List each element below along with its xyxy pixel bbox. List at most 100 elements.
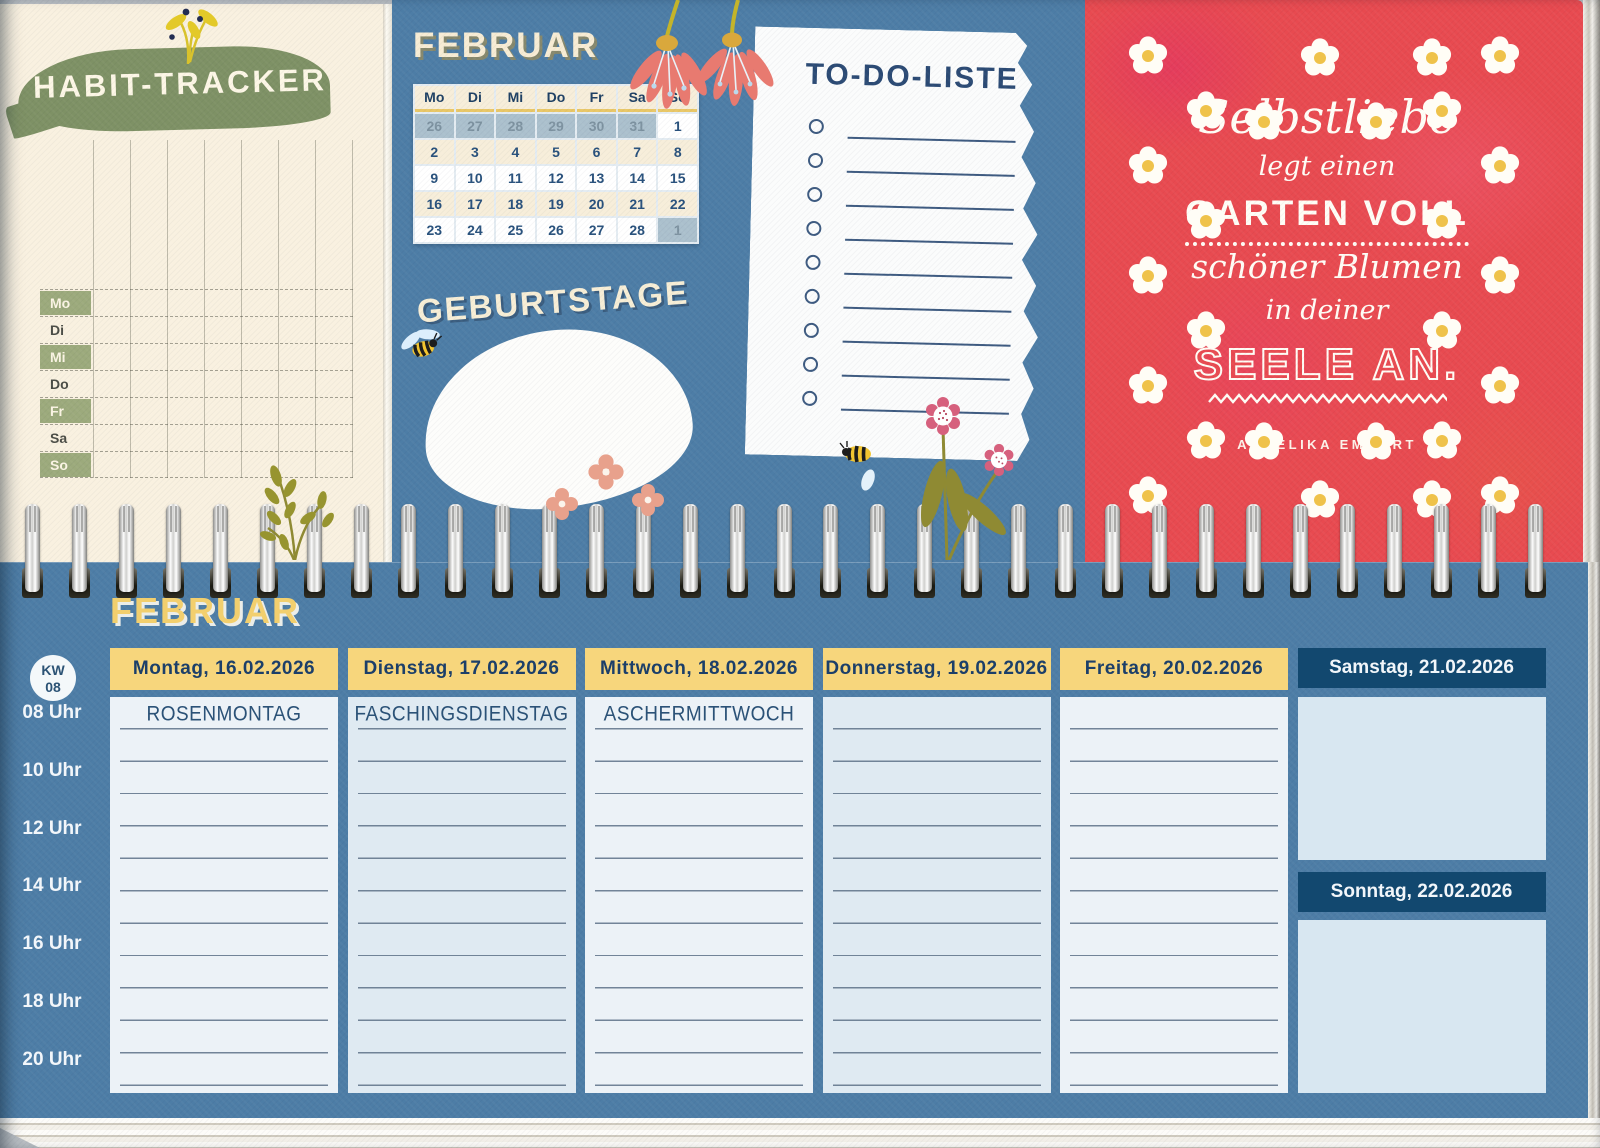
day-write-lines — [120, 697, 328, 1093]
binding-loop — [585, 504, 607, 600]
time-label: 20 Uhr — [22, 1048, 82, 1070]
binding-wire — [588, 504, 604, 592]
binding-loop — [1102, 504, 1124, 600]
time-label: 14 Uhr — [22, 875, 82, 897]
binding-wire — [1387, 504, 1403, 592]
daisy-icon — [1186, 421, 1226, 459]
weekend-header-sunday: Sonntag, 22.02.2026 — [1297, 872, 1546, 912]
day-write-lines — [832, 697, 1041, 1093]
mini-calendar-day: 6 — [577, 140, 616, 164]
todo-bullet-circle — [806, 221, 821, 236]
daisy-icon — [1480, 256, 1520, 294]
mini-calendar-day: 4 — [496, 140, 535, 164]
page-edge — [1583, 0, 1600, 562]
daisy-icon — [1128, 146, 1168, 184]
daisy-icon — [1128, 36, 1168, 74]
mini-calendar-day: 17 — [455, 192, 495, 216]
binding-loop — [1478, 504, 1500, 600]
habit-day-label: Do — [50, 376, 69, 392]
binding-loop — [162, 504, 184, 600]
mini-calendar-day: 5 — [536, 140, 576, 164]
quote-line: schöner Blumen — [1191, 246, 1463, 286]
mini-calendar-day: 7 — [617, 140, 657, 164]
binding-wire — [494, 504, 510, 592]
daisy-icon — [1128, 256, 1168, 294]
daisy-icon — [1186, 91, 1226, 129]
binding-wire — [1058, 504, 1074, 592]
day-column-header: Donnerstag, 19.02.2026 — [822, 648, 1051, 690]
binding-wire — [353, 504, 369, 592]
quote-line: legt einen — [1258, 150, 1396, 182]
habit-day-label: So — [40, 453, 91, 477]
day-column-header: Freitag, 20.02.2026 — [1060, 648, 1288, 690]
hanging-flowers-icon — [630, 0, 774, 109]
quote-underline — [1172, 392, 1482, 411]
weekend-header-saturday: Samstag, 21.02.2026 — [1297, 648, 1546, 688]
day-column-body: ROSENMONTAG — [110, 697, 338, 1093]
quote-text: Selbstliebe legt einen GARTEN VOLL schöner … — [1172, 92, 1482, 452]
binding-wire — [25, 504, 40, 592]
quote-line-dotted: GARTEN VOLL — [1185, 194, 1469, 246]
binding-wire — [1340, 504, 1356, 592]
todo-bullet-circle — [803, 357, 818, 372]
binding-loop — [1008, 504, 1030, 600]
bee-icon — [401, 329, 443, 358]
todo-row — [809, 106, 1050, 146]
todo-row — [804, 276, 1045, 316]
daisy-icon — [1480, 476, 1520, 514]
mini-calendar-day: 21 — [617, 192, 657, 216]
quote-line: GARTEN VOLL — [1172, 194, 1482, 246]
mini-calendar-day: 16 — [415, 192, 454, 216]
binding-wire — [1199, 504, 1215, 592]
binding-wire — [541, 504, 557, 592]
binding-loop — [1055, 504, 1077, 600]
binding-wire — [776, 504, 792, 592]
time-label: 10 Uhr — [22, 759, 82, 781]
mini-calendar-day: 2 — [415, 140, 454, 164]
weekend-body-sunday — [1297, 920, 1546, 1093]
todo-bullet-circle — [809, 119, 824, 134]
todo-row — [804, 310, 1045, 350]
binding-loop — [1384, 504, 1406, 600]
binding-loop — [1431, 504, 1453, 600]
daisy-icon — [1356, 102, 1396, 140]
todo-bullet-circle — [808, 153, 823, 168]
spiral-binding — [22, 504, 1546, 600]
mini-calendar-day: 27 — [455, 114, 495, 138]
day-column-body — [822, 697, 1051, 1093]
habit-row: Sa — [40, 424, 353, 451]
mini-calendar-day: 1 — [658, 218, 697, 242]
holiday-note: ASCHERMITTWOCH — [603, 702, 795, 727]
binding-wire — [635, 504, 651, 592]
daisy-icon — [1422, 201, 1462, 239]
time-label: 12 Uhr — [22, 817, 82, 839]
mini-calendar-day: 14 — [617, 166, 657, 190]
time-label: 16 Uhr — [22, 933, 82, 955]
daisy-icon — [1480, 366, 1520, 404]
todo-bullet-circle — [804, 323, 819, 338]
sprig-icon — [165, 8, 218, 65]
binding-wire — [1528, 504, 1543, 592]
daisy-icon — [1244, 422, 1284, 460]
todo-row — [803, 344, 1044, 384]
habit-day-label: Sa — [50, 430, 68, 446]
day-column-body: FASCHINGSDIENSTAG — [347, 697, 576, 1093]
habit-row: Di — [40, 316, 353, 343]
mini-calendar-day: 25 — [496, 218, 535, 242]
mini-calendar-day: 15 — [658, 166, 697, 190]
daisy-icon — [1300, 480, 1340, 518]
binding-wire — [118, 504, 134, 592]
binding-loop — [820, 504, 842, 600]
mini-calendar-day: 28 — [496, 114, 535, 138]
daisy-icon — [1186, 311, 1226, 349]
mini-calendar-day: 29 — [536, 114, 576, 138]
mini-calendar: Mo Di Mi Do Fr Sa So 26 27 28 29 30 31 1 2 3 4 5 6 7 8 9 10 11 1… — [413, 84, 699, 244]
mini-calendar-weekday: Mo — [415, 86, 454, 112]
mini-calendar-day: 13 — [577, 166, 616, 190]
binding-loop — [538, 504, 560, 600]
quote-line: Selbstliebe — [1197, 90, 1457, 144]
daisy-icon — [1422, 311, 1462, 349]
squiggle-underline — [1208, 393, 1450, 405]
mini-calendar-day: 11 — [496, 166, 535, 190]
binding-wire — [1246, 504, 1262, 592]
